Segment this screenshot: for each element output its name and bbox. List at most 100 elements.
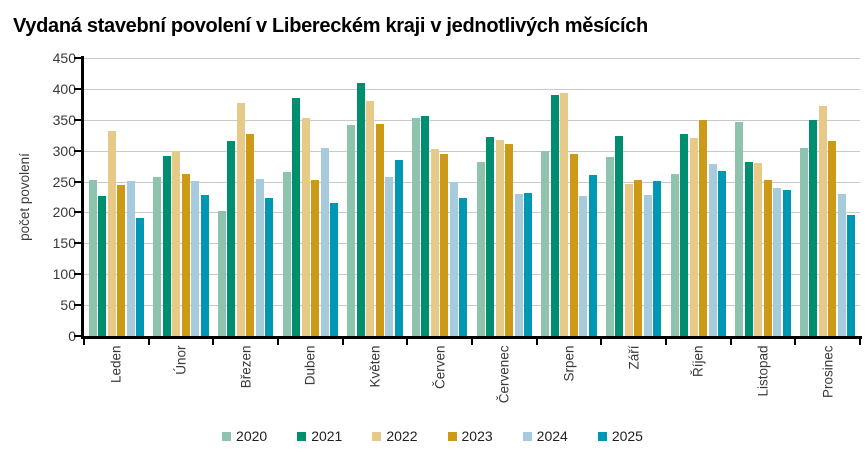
bar-group-říjen — [666, 58, 731, 336]
bar-květen-2024 — [385, 177, 394, 336]
y-tick-350 — [74, 118, 82, 121]
x-tick-7 — [535, 339, 538, 345]
x-tick-6 — [471, 339, 473, 345]
x-axis-line — [81, 336, 862, 339]
x-category-label-leden: Leden — [108, 345, 124, 384]
y-tick-label-0: 0 — [68, 328, 76, 344]
legend-item-2024: 2024 — [522, 428, 568, 444]
gridline-100 — [84, 274, 860, 276]
x-tick-0 — [83, 339, 85, 345]
bar-červen-2020 — [411, 117, 420, 336]
legend-label-2022: 2022 — [386, 428, 418, 444]
bar-březen-2022 — [236, 103, 245, 336]
y-tick-label-350: 350 — [52, 111, 76, 128]
y-tick-400 — [74, 87, 82, 90]
bar-květen-2025 — [394, 159, 403, 336]
bar-leden-2020 — [88, 179, 97, 336]
gridline-200 — [84, 212, 860, 214]
bar-prosinec-2024 — [837, 193, 846, 336]
legend-label-2021: 2021 — [311, 428, 343, 444]
bar-červen-2023 — [440, 153, 449, 336]
bar-září-2024 — [643, 195, 652, 336]
legend-item-2020: 2020 — [222, 428, 267, 444]
bar-červenec-2023 — [505, 143, 514, 336]
plot-area — [84, 58, 860, 336]
x-tick-1 — [147, 339, 150, 345]
bar-leden-2023 — [117, 184, 126, 336]
y-tick-label-150: 150 — [52, 235, 76, 252]
chart-title: Vydaná stavební povolení v Libereckém kr… — [13, 15, 648, 37]
x-category-label-prosinec: Prosinec — [820, 345, 836, 399]
bar-listopad-2024 — [773, 188, 782, 336]
bar-group-červenec — [472, 58, 537, 336]
bar-únor-2021 — [162, 155, 171, 336]
bar-září-2022 — [624, 184, 633, 336]
bar-duben-2021 — [292, 98, 301, 336]
bar-srpen-2020 — [541, 150, 550, 336]
bar-červen-2022 — [430, 149, 439, 336]
bar-červenec-2021 — [486, 137, 495, 336]
bar-červen-2021 — [421, 116, 430, 336]
bar-březen-2023 — [246, 134, 255, 336]
bar-květen-2021 — [356, 83, 365, 336]
y-axis-line — [81, 56, 84, 339]
bar-listopad-2022 — [754, 163, 763, 336]
legend-label-2025: 2025 — [611, 428, 643, 444]
bar-prosinec-2022 — [818, 106, 827, 336]
bar-říjen-2021 — [680, 134, 689, 336]
bar-listopad-2025 — [782, 189, 791, 336]
x-category-label-červen: Červen — [432, 345, 448, 390]
y-tick-label-50: 50 — [60, 297, 76, 314]
legend-label-2023: 2023 — [461, 428, 493, 444]
legend-item-2025: 2025 — [597, 428, 643, 444]
bar-únor-2025 — [200, 194, 209, 336]
x-tick-4 — [341, 339, 344, 345]
bar-květen-2022 — [366, 101, 375, 336]
bar-říjen-2022 — [689, 138, 698, 336]
y-tick-label-200: 200 — [52, 204, 76, 221]
bar-group-září — [601, 58, 666, 336]
gridline-250 — [84, 181, 860, 183]
bar-srpen-2023 — [569, 153, 578, 336]
bar-srpen-2024 — [579, 196, 588, 336]
gridline-150 — [84, 243, 860, 245]
y-tick-0 — [74, 335, 82, 337]
gridline-50 — [84, 305, 860, 307]
bar-group-červen — [407, 58, 472, 336]
bar-group-srpen — [537, 58, 602, 336]
y-axis-title: počet povolení — [17, 153, 32, 241]
bar-listopad-2023 — [763, 180, 772, 336]
bar-leden-2021 — [98, 196, 107, 336]
bar-leden-2025 — [136, 218, 145, 336]
bar-group-duben — [278, 58, 343, 336]
gridline-350 — [84, 119, 860, 121]
bar-duben-2023 — [311, 179, 320, 336]
bar-duben-2022 — [301, 117, 310, 336]
y-tick-label-400: 400 — [52, 80, 76, 97]
y-tick-label-450: 450 — [52, 50, 76, 66]
bar-srpen-2021 — [550, 95, 559, 336]
y-tick-50 — [74, 304, 82, 307]
bar-duben-2020 — [282, 171, 291, 336]
bar-červenec-2024 — [514, 193, 523, 336]
x-tick-11 — [794, 339, 797, 345]
bar-leden-2024 — [126, 180, 135, 336]
bar-září-2021 — [615, 135, 624, 336]
x-category-label-říjen: Říjen — [690, 345, 706, 378]
legend-swatch-2025 — [597, 431, 607, 441]
bar-listopad-2021 — [744, 162, 753, 336]
bar-červen-2024 — [449, 181, 458, 336]
y-tick-label-100: 100 — [52, 266, 76, 283]
bar-groups — [84, 58, 860, 336]
bar-říjen-2025 — [718, 171, 727, 336]
x-category-label-květen: Květen — [367, 345, 383, 388]
bar-květen-2023 — [375, 124, 384, 336]
y-tick-150 — [74, 242, 82, 245]
x-category-label-duben: Duben — [302, 345, 318, 386]
y-tick-label-300: 300 — [52, 142, 76, 159]
bar-září-2025 — [653, 180, 662, 336]
bar-duben-2024 — [320, 147, 329, 336]
x-tick-3 — [277, 339, 279, 345]
y-tick-100 — [74, 273, 82, 276]
bar-červenec-2020 — [476, 162, 485, 336]
